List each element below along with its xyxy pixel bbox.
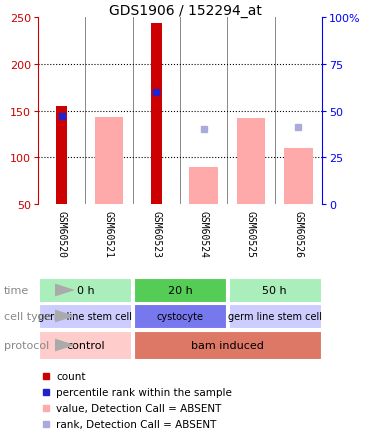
Text: GSM60523: GSM60523 bbox=[151, 210, 161, 257]
Bar bbox=[190, 167, 218, 204]
Bar bbox=[134, 279, 226, 302]
Text: GSM60526: GSM60526 bbox=[293, 210, 303, 257]
Text: protocol: protocol bbox=[4, 340, 49, 350]
Text: GDS1906 / 152294_at: GDS1906 / 152294_at bbox=[109, 4, 262, 18]
Bar bbox=[229, 305, 321, 328]
Text: rank, Detection Call = ABSENT: rank, Detection Call = ABSENT bbox=[56, 419, 216, 429]
Text: GSM60521: GSM60521 bbox=[104, 210, 114, 257]
Text: cell type: cell type bbox=[4, 311, 51, 321]
Text: 20 h: 20 h bbox=[168, 285, 193, 295]
Text: GSM60520: GSM60520 bbox=[57, 210, 67, 257]
Text: 0 h: 0 h bbox=[76, 285, 94, 295]
Bar bbox=[229, 279, 321, 302]
Text: value, Detection Call = ABSENT: value, Detection Call = ABSENT bbox=[56, 403, 221, 413]
Bar bbox=[39, 279, 131, 302]
Text: time: time bbox=[4, 285, 29, 295]
Text: cystocyte: cystocyte bbox=[157, 311, 204, 321]
Bar bbox=[151, 23, 161, 204]
Bar bbox=[134, 331, 321, 360]
Text: 50 h: 50 h bbox=[262, 285, 287, 295]
Text: count: count bbox=[56, 371, 85, 381]
Text: percentile rank within the sample: percentile rank within the sample bbox=[56, 387, 232, 397]
Polygon shape bbox=[55, 310, 75, 322]
Text: germ line stem cell: germ line stem cell bbox=[228, 311, 322, 321]
Polygon shape bbox=[55, 339, 75, 352]
Bar bbox=[39, 305, 131, 328]
Text: germ line stem cell: germ line stem cell bbox=[38, 311, 132, 321]
Bar bbox=[95, 118, 123, 204]
Text: GSM60524: GSM60524 bbox=[198, 210, 209, 257]
Text: GSM60525: GSM60525 bbox=[246, 210, 256, 257]
Bar bbox=[56, 107, 67, 204]
Bar bbox=[134, 305, 226, 328]
Text: control: control bbox=[66, 340, 105, 350]
Bar bbox=[237, 119, 265, 204]
Bar bbox=[39, 331, 131, 360]
Text: bam induced: bam induced bbox=[191, 340, 264, 350]
Bar bbox=[284, 148, 312, 204]
Polygon shape bbox=[55, 284, 75, 297]
